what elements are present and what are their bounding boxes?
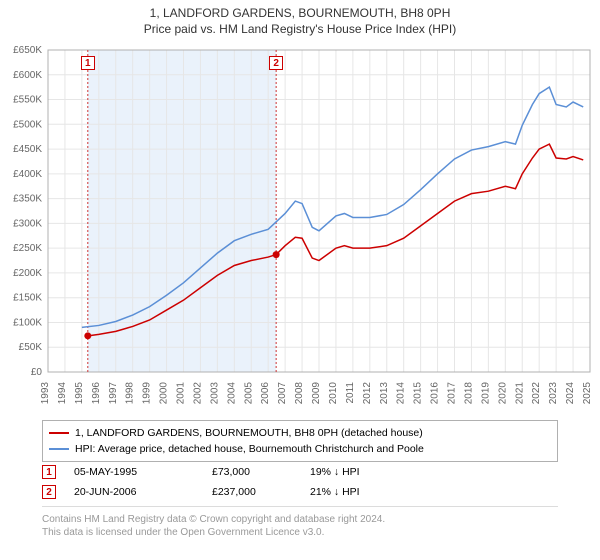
svg-text:£500K: £500K xyxy=(13,119,42,130)
svg-text:2006: 2006 xyxy=(260,382,271,405)
attribution-line-1: Contains HM Land Registry data © Crown c… xyxy=(42,513,558,526)
marker-price-2: £237,000 xyxy=(212,486,292,498)
svg-text:2003: 2003 xyxy=(209,382,220,405)
sale-markers: 1 05-MAY-1995 £73,000 19% ↓ HPI 2 20-JUN… xyxy=(42,462,558,502)
svg-text:2025: 2025 xyxy=(582,382,593,405)
svg-text:2009: 2009 xyxy=(311,382,322,405)
chart-area: £0 £50K £100K £150K £200K £250K £300K £350K £400… xyxy=(0,42,600,412)
svg-text:2023: 2023 xyxy=(548,382,559,405)
legend-swatch-hpi xyxy=(49,448,69,450)
svg-text:£400K: £400K xyxy=(13,169,42,180)
svg-text:£100K: £100K xyxy=(13,317,42,328)
svg-text:2016: 2016 xyxy=(430,382,441,405)
chart-svg: £0 £50K £100K £150K £200K £250K £300K £350K £400… xyxy=(0,42,600,412)
legend: 1, LANDFORD GARDENS, BOURNEMOUTH, BH8 0P… xyxy=(42,420,558,462)
title-line-2: Price paid vs. HM Land Registry's House … xyxy=(0,22,600,36)
svg-text:£150K: £150K xyxy=(13,293,42,304)
marker-diff-1: 19% ↓ HPI xyxy=(310,466,410,478)
svg-text:2000: 2000 xyxy=(159,382,170,405)
svg-text:£0: £0 xyxy=(31,367,43,378)
svg-text:2012: 2012 xyxy=(362,382,373,405)
chart-title: 1, LANDFORD GARDENS, BOURNEMOUTH, BH8 0P… xyxy=(0,0,600,36)
svg-text:2011: 2011 xyxy=(345,382,356,404)
svg-text:£350K: £350K xyxy=(13,194,42,205)
marker-badge-1: 1 xyxy=(42,465,56,479)
svg-text:1994: 1994 xyxy=(57,382,68,405)
svg-text:2004: 2004 xyxy=(226,382,237,405)
marker-date-1: 05-MAY-1995 xyxy=(74,466,194,478)
marker-price-1: £73,000 xyxy=(212,466,292,478)
svg-text:£50K: £50K xyxy=(19,342,43,353)
svg-text:2005: 2005 xyxy=(243,382,254,405)
legend-item-property: 1, LANDFORD GARDENS, BOURNEMOUTH, BH8 0P… xyxy=(49,425,551,441)
svg-text:£550K: £550K xyxy=(13,95,42,106)
svg-text:2017: 2017 xyxy=(447,382,458,405)
svg-text:2022: 2022 xyxy=(531,382,542,405)
svg-text:1997: 1997 xyxy=(108,382,119,405)
marker-date-2: 20-JUN-2006 xyxy=(74,486,194,498)
svg-text:£250K: £250K xyxy=(13,243,42,254)
chart-marker-badge: 1 xyxy=(81,56,95,70)
sale-marker-2: 2 20-JUN-2006 £237,000 21% ↓ HPI xyxy=(42,482,558,502)
marker-badge-2: 2 xyxy=(42,485,56,499)
svg-text:2002: 2002 xyxy=(192,382,203,405)
sale-marker-1: 1 05-MAY-1995 £73,000 19% ↓ HPI xyxy=(42,462,558,482)
legend-label-hpi: HPI: Average price, detached house, Bour… xyxy=(75,443,424,455)
legend-item-hpi: HPI: Average price, detached house, Bour… xyxy=(49,441,551,457)
title-line-1: 1, LANDFORD GARDENS, BOURNEMOUTH, BH8 0P… xyxy=(0,6,600,20)
svg-text:1996: 1996 xyxy=(91,382,102,405)
svg-text:£300K: £300K xyxy=(13,218,42,229)
svg-text:£600K: £600K xyxy=(13,70,42,81)
svg-text:2010: 2010 xyxy=(328,382,339,405)
svg-text:2007: 2007 xyxy=(277,382,288,405)
svg-text:2024: 2024 xyxy=(565,382,576,405)
svg-text:£200K: £200K xyxy=(13,268,42,279)
svg-text:2013: 2013 xyxy=(379,382,390,405)
svg-text:2018: 2018 xyxy=(463,382,474,405)
svg-text:2014: 2014 xyxy=(396,382,407,405)
attribution-line-2: This data is licensed under the Open Gov… xyxy=(42,526,558,539)
legend-swatch-property xyxy=(49,432,69,434)
svg-text:2019: 2019 xyxy=(480,382,491,405)
svg-text:1995: 1995 xyxy=(74,382,85,405)
svg-text:£450K: £450K xyxy=(13,144,42,155)
svg-text:1993: 1993 xyxy=(40,382,51,405)
svg-text:2008: 2008 xyxy=(294,382,305,405)
marker-diff-2: 21% ↓ HPI xyxy=(310,486,410,498)
svg-text:1999: 1999 xyxy=(142,382,153,405)
svg-text:1998: 1998 xyxy=(125,382,136,405)
legend-label-property: 1, LANDFORD GARDENS, BOURNEMOUTH, BH8 0P… xyxy=(75,427,423,439)
attribution: Contains HM Land Registry data © Crown c… xyxy=(42,506,558,539)
svg-text:£650K: £650K xyxy=(13,45,42,56)
svg-text:2020: 2020 xyxy=(497,382,508,405)
svg-text:2001: 2001 xyxy=(176,382,187,405)
svg-text:2021: 2021 xyxy=(514,382,525,405)
chart-marker-badge: 2 xyxy=(269,56,283,70)
svg-text:2015: 2015 xyxy=(413,382,424,405)
